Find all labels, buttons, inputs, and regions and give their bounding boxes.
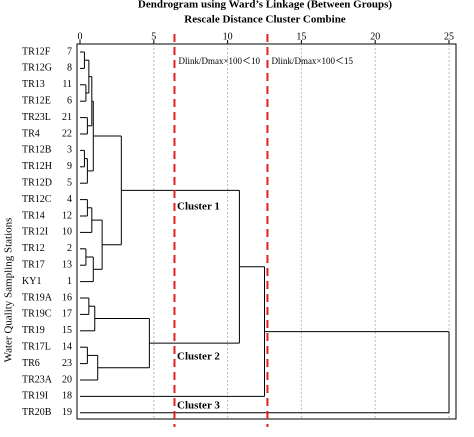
leaf-label: TR6 xyxy=(22,358,40,369)
x-tick-label: 5 xyxy=(151,31,156,42)
leaf-label: TR19A xyxy=(22,292,53,303)
threshold-label: Dlink/Dmax×100＜10 xyxy=(178,56,260,66)
leaf-label: TR12D xyxy=(22,177,52,188)
leaf-id: 1 xyxy=(67,276,72,287)
leaf-label: TR17 xyxy=(22,259,45,270)
leaf-id: 16 xyxy=(62,292,72,303)
leaf-id: 13 xyxy=(62,259,72,270)
leaf-label: TR12C xyxy=(22,194,52,205)
leaf-id: 9 xyxy=(67,161,72,172)
leaf-label: TR12H xyxy=(22,161,52,172)
leaf-label: TR12G xyxy=(22,63,52,74)
leaf-label: TR17L xyxy=(22,341,51,352)
leaf-id: 12 xyxy=(62,210,72,221)
leaf-label: TR23L xyxy=(22,112,51,123)
x-tick-label: 0 xyxy=(78,31,83,42)
leaf-id: 23 xyxy=(62,358,72,369)
leaf-id: 21 xyxy=(62,112,72,123)
leaf-label: TR12I xyxy=(22,227,48,238)
leaf-id: 7 xyxy=(67,46,72,57)
leaf-id: 17 xyxy=(62,309,72,320)
chart-title: Dendrogram using Ward’s Linkage (Between… xyxy=(138,0,392,11)
threshold-label: Dlink/Dmax×100＜15 xyxy=(271,56,353,66)
cluster-label: Cluster 2 xyxy=(177,351,220,363)
cluster-label: Cluster 3 xyxy=(177,400,220,412)
leaf-id: 18 xyxy=(62,391,72,402)
leaf-id: 2 xyxy=(67,243,72,254)
x-tick-label: 10 xyxy=(223,31,233,42)
leaf-label: TR13 xyxy=(22,79,45,90)
leaf-id: 15 xyxy=(62,325,72,336)
leaf-label: TR4 xyxy=(22,128,40,139)
cluster-label: Cluster 1 xyxy=(177,201,220,213)
leaf-id: 6 xyxy=(67,95,72,106)
leaf-label: TR23A xyxy=(22,374,53,385)
leaf-id: 11 xyxy=(62,79,72,90)
leaf-id: 5 xyxy=(67,177,72,188)
leaf-label: KY1 xyxy=(22,276,41,287)
leaf-label: TR12F xyxy=(22,46,51,57)
x-tick-label: 20 xyxy=(370,31,380,42)
leaf-label: TR12B xyxy=(22,145,52,156)
leaf-label: TR19I xyxy=(22,391,48,402)
leaf-id: 8 xyxy=(67,63,72,74)
chart-subtitle: Rescale Distance Cluster Combine xyxy=(184,14,346,26)
leaf-label: TR20B xyxy=(22,407,52,418)
leaf-label: TR12 xyxy=(22,243,45,254)
leaf-id: 19 xyxy=(62,407,72,418)
leaf-id: 10 xyxy=(62,227,72,238)
y-axis-label: Water Quality Sampling Stations xyxy=(3,218,15,363)
leaf-id: 20 xyxy=(62,374,72,385)
leaf-id: 22 xyxy=(62,128,72,139)
leaf-id: 14 xyxy=(62,341,72,352)
leaf-id: 3 xyxy=(67,145,72,156)
leaf-label: TR14 xyxy=(22,210,45,221)
leaf-label: TR12E xyxy=(22,95,51,106)
x-tick-label: 15 xyxy=(296,31,306,42)
leaf-label: TR19C xyxy=(22,309,52,320)
x-tick-label: 25 xyxy=(444,31,454,42)
leaf-id: 4 xyxy=(67,194,72,205)
leaf-label: TR19 xyxy=(22,325,45,336)
